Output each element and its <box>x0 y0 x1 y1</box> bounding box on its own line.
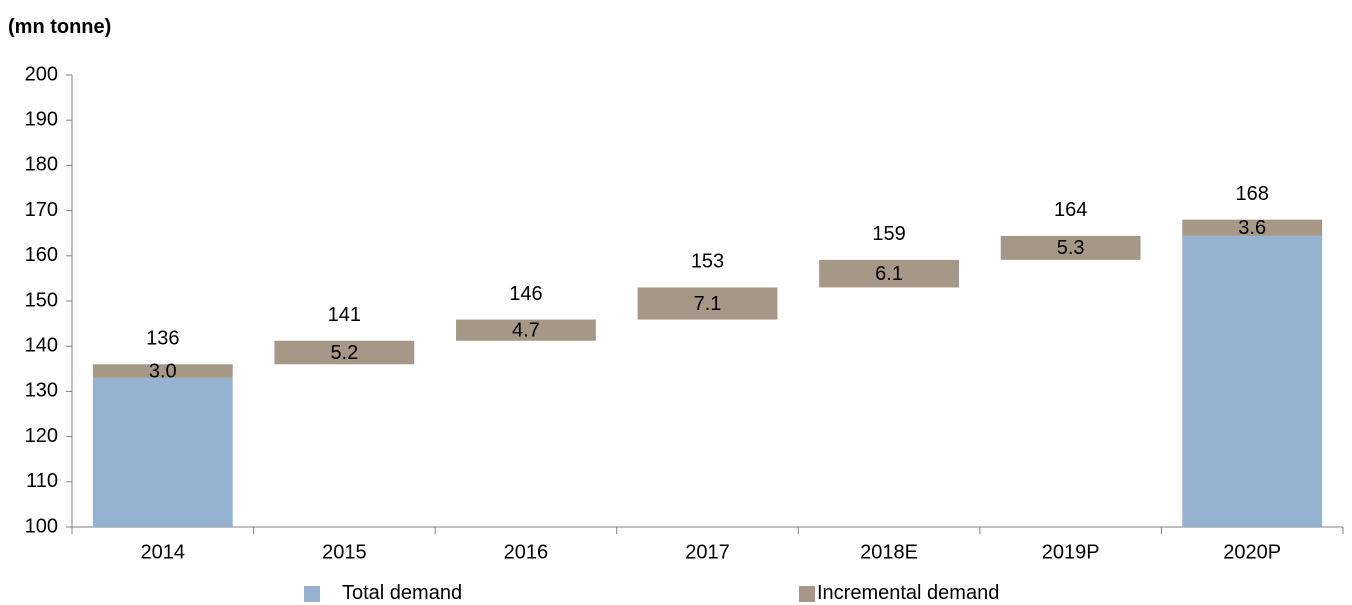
total-data-label: 164 <box>1054 199 1087 221</box>
y-tick-label: 200 <box>25 63 58 85</box>
x-category-label: 2019P <box>1042 541 1100 563</box>
x-category-label: 2015 <box>322 541 367 563</box>
legend-swatch-incremental-demand <box>799 585 815 602</box>
y-tick-label: 120 <box>25 425 58 447</box>
incremental-demand-bar <box>456 319 596 341</box>
total-data-label: 146 <box>509 283 542 305</box>
incremental-data-label: 5.3 <box>1057 237 1085 259</box>
total-demand-bar <box>92 377 233 527</box>
y-tick-label: 190 <box>25 108 58 130</box>
y-tick-label: 150 <box>25 289 58 311</box>
incremental-data-label: 7.1 <box>694 293 722 315</box>
incremental-data-label: 6.1 <box>875 263 903 285</box>
incremental-data-label: 3.0 <box>149 360 177 382</box>
y-tick-label: 180 <box>25 154 58 176</box>
total-data-label: 159 <box>872 223 905 245</box>
x-category-label: 2018E <box>860 541 918 563</box>
legend-label-incremental-demand: Incremental demand <box>817 582 1000 604</box>
legend-label-total-demand: Total demand <box>342 582 463 604</box>
incremental-data-label: 4.7 <box>512 319 540 341</box>
total-data-label: 141 <box>328 304 361 326</box>
y-tick-label: 100 <box>25 515 58 537</box>
x-category-label: 2016 <box>504 541 549 563</box>
y-tick-label: 170 <box>25 199 58 221</box>
incremental-demand-bar <box>819 259 959 288</box>
total-data-label: 168 <box>1236 183 1269 205</box>
incremental-demand-bar <box>1182 219 1323 236</box>
total-demand-bar <box>1182 235 1323 528</box>
x-category-label: 2017 <box>685 541 730 563</box>
legend-swatch-total-demand <box>304 585 320 602</box>
y-tick-label: 160 <box>25 244 58 266</box>
total-data-label: 153 <box>691 251 724 273</box>
legend-item-incremental-demand: Incremental demand <box>799 582 999 605</box>
incremental-demand-bar <box>92 364 233 378</box>
x-category-label: 2020P <box>1223 541 1281 563</box>
incremental-demand-bar <box>274 340 415 365</box>
y-tick-label: 130 <box>25 380 58 402</box>
y-tick-label: 140 <box>25 334 58 356</box>
y-axis-unit-label: (mn tonne) <box>8 16 112 38</box>
legend-item-total-demand: Total demand <box>304 582 462 605</box>
incremental-data-label: 5.2 <box>330 342 358 364</box>
incremental-demand-bar <box>1000 235 1141 260</box>
incremental-data-label: 3.6 <box>1238 217 1266 239</box>
x-category-label: 2014 <box>141 541 186 563</box>
y-tick-label: 110 <box>26 470 58 492</box>
incremental-demand-bar <box>637 287 778 320</box>
total-data-label: 136 <box>146 328 179 350</box>
